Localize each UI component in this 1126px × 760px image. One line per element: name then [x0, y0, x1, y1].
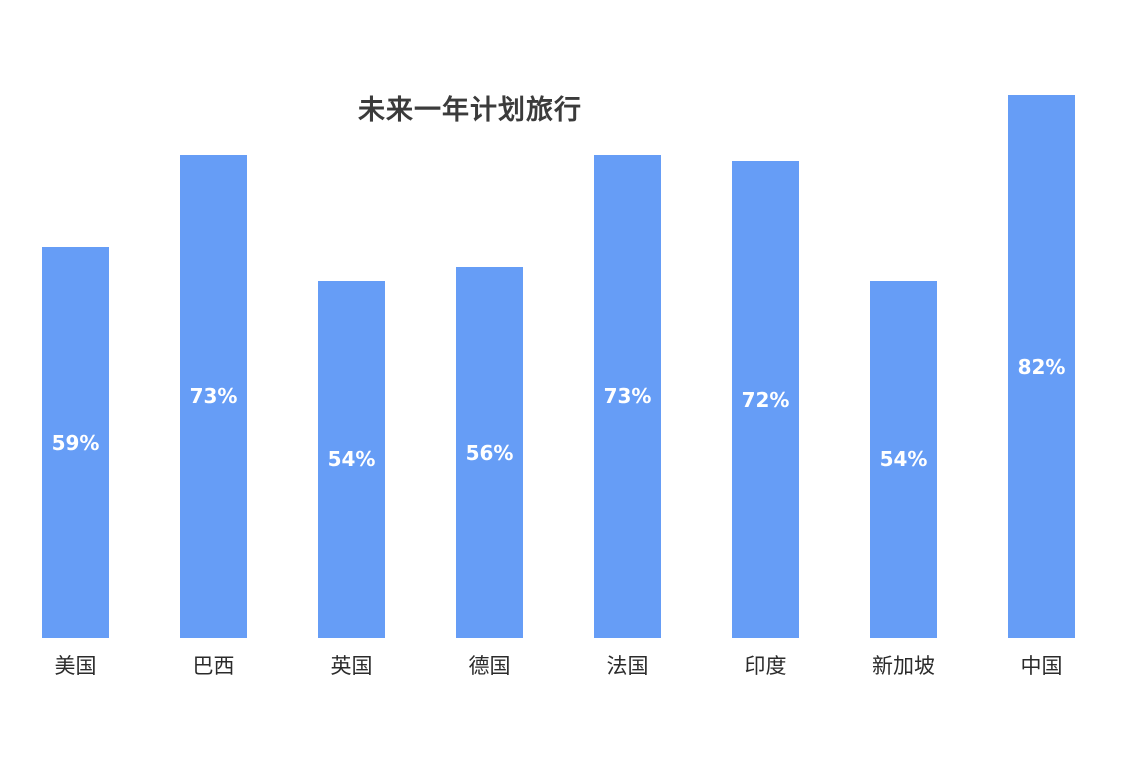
bar: 73% [180, 154, 247, 638]
bar-value-label: 59% [51, 430, 100, 455]
bar-group: 72% 印度 [732, 0, 799, 678]
bar-group: 59% 美国 [42, 0, 109, 678]
bar: 54% [318, 280, 385, 638]
bar-value-label: 54% [327, 447, 376, 472]
category-label: 中国 [1020, 654, 1063, 678]
category-label: 德国 [468, 654, 511, 678]
bar: 54% [870, 280, 937, 638]
bar: 72% [732, 161, 799, 638]
chart-title: 未来一年计划旅行 [358, 95, 582, 126]
category-label: 法国 [606, 654, 649, 678]
bar: 56% [456, 267, 523, 638]
plot-area: 59% 美国 73% 巴西 54% 英国 56% 德国 73% 法国 72% 印… [42, 0, 1075, 678]
bar: 59% [42, 247, 109, 638]
bar-group: 54% 新加坡 [870, 0, 937, 678]
bar: 73% [594, 154, 661, 638]
bar-value-label: 54% [879, 447, 928, 472]
bar-value-label: 82% [1017, 354, 1066, 379]
bar-value-label: 73% [603, 384, 652, 409]
bar-group: 82% 中国 [1008, 0, 1075, 678]
category-label: 英国 [330, 654, 373, 678]
category-label: 巴西 [192, 654, 235, 678]
category-label: 美国 [54, 654, 97, 678]
bar-value-label: 72% [741, 387, 790, 412]
bar-group: 73% 法国 [594, 0, 661, 678]
category-label: 新加坡 [872, 654, 935, 678]
bar-group: 73% 巴西 [180, 0, 247, 678]
bar-group: 56% 德国 [456, 0, 523, 678]
category-label: 印度 [744, 654, 787, 678]
bar-value-label: 56% [465, 440, 514, 465]
bar-value-label: 73% [189, 384, 238, 409]
bar: 82% [1008, 95, 1075, 638]
bar-group: 54% 英国 [318, 0, 385, 678]
